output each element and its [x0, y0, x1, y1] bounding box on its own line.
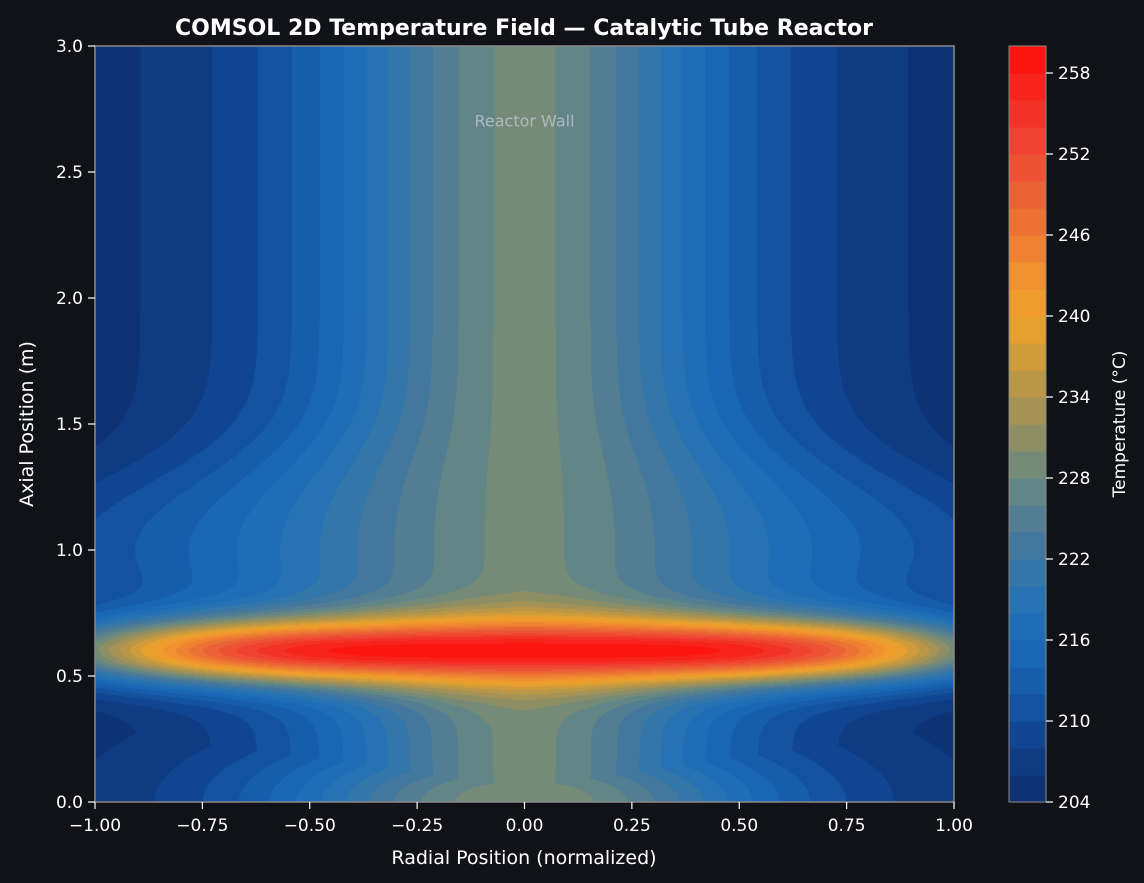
colorbar-band: [1009, 100, 1046, 128]
x-axis-label: Radial Position (normalized): [391, 847, 656, 869]
colorbar-band: [1009, 316, 1046, 344]
colorbar-band: [1009, 127, 1046, 155]
colorbar-tick-label: 216: [1058, 631, 1090, 651]
y-tick-label: 2.5: [56, 163, 83, 183]
colorbar-band: [1009, 586, 1046, 614]
y-axis-label: Axial Position (m): [16, 341, 38, 507]
colorbar-label: Temperature (°C): [1110, 351, 1130, 499]
x-tick-label: 0.50: [720, 816, 758, 836]
y-tick-label: 0.0: [56, 793, 83, 813]
chart-title: COMSOL 2D Temperature Field — Catalytic …: [175, 16, 873, 41]
y-axis: 0.0 0.5 1.0 1.5 2.0 2.5 3.0: [56, 37, 95, 813]
colorbar-band: [1009, 505, 1046, 533]
y-tick-label: 3.0: [56, 37, 83, 57]
plot-area: [95, 46, 954, 802]
y-tick-label: 1.0: [56, 541, 83, 561]
colorbar-band: [1009, 694, 1046, 722]
colorbar-frame: [1008, 45, 1047, 803]
colorbar-band: [1009, 532, 1046, 560]
y-tick-label: 2.0: [56, 289, 83, 309]
x-tick-label: −0.25: [391, 816, 443, 836]
colorbar-tick-label: 240: [1058, 307, 1090, 327]
colorbar-band: [1009, 559, 1046, 587]
temperature-field: [95, 46, 954, 802]
colorbar-bands: [1009, 46, 1046, 803]
colorbar-band: [1009, 613, 1046, 641]
colorbar-ticks: 204 210 216 222 228 234 240 246 252 258: [1046, 64, 1090, 813]
colorbar-band: [1009, 181, 1046, 209]
colorbar-band: [1009, 343, 1046, 371]
x-tick-label: 0.25: [613, 816, 651, 836]
colorbar-tick-label: 252: [1058, 145, 1090, 165]
x-tick-label: 1.00: [935, 816, 973, 836]
colorbar-band: [1009, 478, 1046, 506]
colorbar-tick-label: 228: [1058, 469, 1090, 489]
colorbar-tick-label: 258: [1058, 64, 1090, 84]
colorbar-band: [1009, 424, 1046, 452]
colorbar: 204 210 216 222 228 234 240 246 252 258 Temperatu…: [1008, 45, 1130, 813]
x-axis: −1.00 −0.75 −0.50 −0.25 0.00 0.25 0.50 0.75 1.00: [69, 802, 973, 836]
colorbar-tick-label: 246: [1058, 226, 1090, 246]
colorbar-band: [1009, 289, 1046, 317]
x-tick-label: 0.75: [828, 816, 866, 836]
colorbar-band: [1009, 370, 1046, 398]
colorbar-band: [1009, 262, 1046, 290]
colorbar-band: [1009, 73, 1046, 101]
colorbar-band: [1009, 154, 1046, 182]
colorbar-band: [1009, 667, 1046, 695]
reactor-wall-annotation: Reactor Wall: [474, 112, 574, 131]
y-tick-label: 1.5: [56, 415, 83, 435]
x-tick-label: 0.00: [506, 816, 544, 836]
colorbar-band: [1009, 397, 1046, 425]
colorbar-band: [1009, 451, 1046, 479]
colorbar-band: [1009, 640, 1046, 668]
colorbar-tick-label: 210: [1058, 712, 1090, 732]
colorbar-band: [1009, 208, 1046, 236]
colorbar-band: [1009, 46, 1046, 74]
colorbar-band: [1009, 235, 1046, 263]
x-tick-label: −0.50: [284, 816, 336, 836]
colorbar-band: [1009, 775, 1046, 803]
x-tick-label: −1.00: [69, 816, 121, 836]
colorbar-tick-label: 234: [1058, 388, 1090, 408]
y-tick-label: 0.5: [56, 667, 83, 687]
colorbar-band: [1009, 721, 1046, 749]
colorbar-tick-label: 204: [1058, 793, 1090, 813]
x-tick-label: −0.75: [176, 816, 228, 836]
colorbar-tick-label: 222: [1058, 550, 1090, 570]
colorbar-band: [1009, 748, 1046, 776]
